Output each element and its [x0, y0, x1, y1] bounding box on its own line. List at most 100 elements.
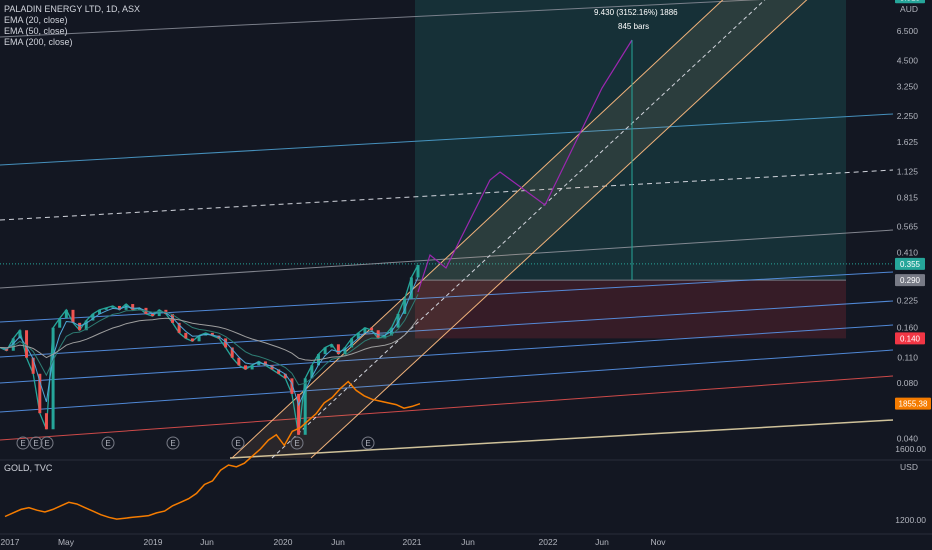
price-candle	[31, 357, 35, 374]
price-tick-label: 0.110	[897, 353, 918, 363]
price-badge	[895, 257, 925, 270]
time-tick-label: Jun	[200, 537, 214, 547]
price-candle	[210, 332, 214, 336]
price-candle	[403, 298, 407, 314]
price-tick-label: 0.565	[897, 222, 919, 232]
price-candle	[263, 361, 267, 366]
price-candle	[396, 313, 400, 328]
price-candle	[157, 309, 161, 317]
price-candle	[151, 313, 155, 317]
price-tick-label: 0.080	[897, 378, 919, 388]
gold-series-line	[4, 380, 421, 520]
price-candle	[177, 322, 181, 333]
channel-midline	[271, 0, 766, 459]
price-tick-label: 4.500	[897, 56, 919, 66]
price-candle	[277, 369, 281, 374]
earnings-marker-label: E	[44, 439, 49, 448]
price-candle	[330, 344, 334, 348]
price-candle	[230, 347, 234, 358]
channel-fill	[232, 0, 807, 458]
time-tick-label: Jun	[331, 537, 345, 547]
trend-line	[0, 229, 894, 289]
price-candle	[237, 357, 241, 366]
price-candle	[270, 365, 274, 370]
time-tick-label: 2017	[1, 537, 20, 547]
price-candle	[91, 313, 95, 321]
price-candle	[257, 361, 261, 366]
price-candle	[297, 393, 301, 435]
price-candle	[131, 304, 135, 310]
price-candle	[84, 320, 88, 331]
time-tick-label: May	[58, 537, 75, 547]
earnings-marker-label: E	[20, 439, 25, 448]
earnings-marker-label: E	[105, 439, 110, 448]
price-candle	[343, 347, 347, 355]
time-tick-label: 2022	[539, 537, 558, 547]
price-candle	[137, 307, 141, 310]
price-candle	[104, 307, 108, 310]
indicator-ema-20[interactable]: EMA (20, close)	[4, 15, 68, 25]
trend-line	[229, 419, 894, 459]
price-candle	[38, 373, 42, 414]
earnings-marker-label: E	[33, 439, 38, 448]
price-candle	[416, 265, 420, 278]
earnings-marker	[290, 436, 304, 450]
gold-currency-label: USD	[900, 462, 918, 472]
time-tick-label: Jun	[461, 537, 475, 547]
trend-line	[0, 349, 894, 413]
gold-price-badge	[895, 397, 931, 410]
earnings-marker-label: E	[365, 439, 370, 448]
price-candle	[18, 330, 22, 339]
price-candle	[11, 338, 15, 351]
gold-pane[interactable]: 1200.00 1600.00 USD 1855.38	[4, 380, 931, 525]
ema-line-2	[0, 317, 419, 361]
price-tick-label: 3.250	[897, 82, 919, 92]
price-badge	[895, 0, 925, 4]
price-tick-label: 0.225	[897, 295, 919, 305]
gold-price-badge-label: 1855.38	[899, 400, 928, 409]
measure-bars-label: 845 bars	[618, 22, 650, 31]
earnings-marker	[231, 436, 245, 450]
price-tick-label: 1.625	[897, 137, 919, 147]
price-tick-label: 1.125	[897, 167, 919, 177]
earnings-marker	[361, 436, 375, 450]
price-candle	[370, 327, 374, 331]
trend-line	[0, 375, 894, 441]
indicator-ema-200[interactable]: EMA (200, close)	[4, 37, 73, 47]
price-candle	[363, 327, 367, 333]
earnings-marker	[101, 436, 115, 450]
price-candle	[51, 327, 55, 430]
price-badge	[895, 274, 925, 287]
target-zone	[415, 0, 846, 281]
price-candle	[283, 373, 287, 379]
trend-line	[0, 300, 894, 358]
price-badge	[895, 332, 925, 345]
price-candle	[197, 335, 201, 342]
indicator-ema-50[interactable]: EMA (50, close)	[4, 26, 68, 36]
gold-tick-label: 1200.00	[895, 515, 926, 525]
price-candle	[58, 318, 62, 328]
price-candle	[117, 305, 121, 310]
time-tick-label: 2019	[144, 537, 163, 547]
price-tick-label: 6.500	[897, 26, 919, 36]
gold-tick-label: 1600.00	[895, 444, 926, 454]
time-tick-label: 2020	[274, 537, 293, 547]
main-legend: PALADIN ENERGY LTD, 1D, ASX EMA (20, clo…	[4, 4, 140, 48]
price-candle	[290, 378, 294, 394]
earnings-marker-label: E	[235, 439, 240, 448]
price-candle	[111, 305, 115, 308]
currency-label: AUD	[900, 4, 918, 14]
symbol-title[interactable]: PALADIN ENERGY LTD, 1D, ASX	[4, 4, 141, 14]
price-tick-label: 0.040	[897, 434, 919, 444]
earnings-marker-label: E	[170, 439, 175, 448]
gold-legend[interactable]: GOLD, TVC	[4, 463, 53, 473]
price-candle	[409, 277, 413, 299]
trend-line	[0, 271, 894, 323]
price-candle	[350, 338, 354, 348]
price-candle	[303, 378, 307, 435]
price-badge-label: 0.290	[900, 276, 921, 285]
price-tick-label: 0.815	[897, 192, 919, 202]
price-candle	[323, 347, 327, 355]
